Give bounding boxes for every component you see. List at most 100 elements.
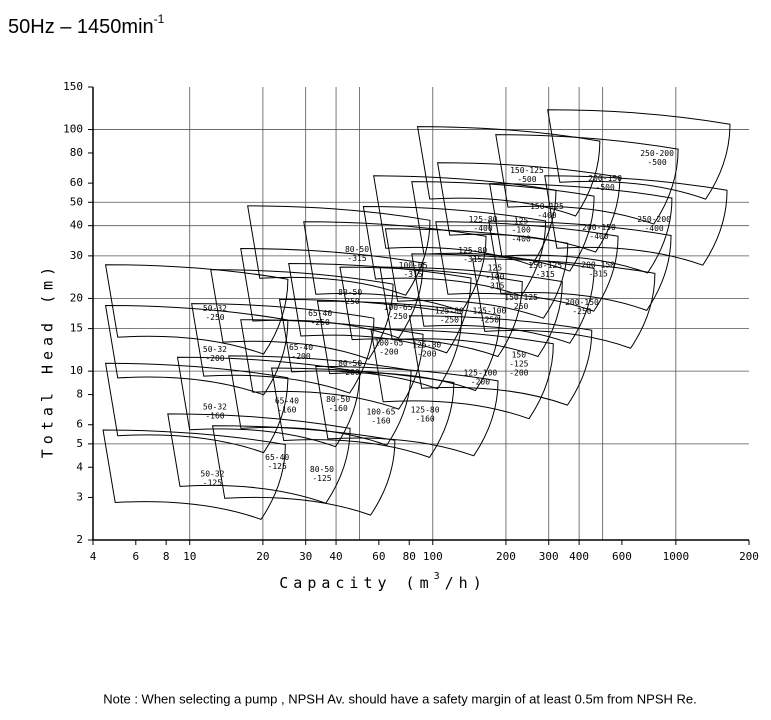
- pump-label: 125-100: [473, 306, 507, 315]
- pump-label: 50-32: [203, 403, 227, 412]
- pump-label: -100: [485, 273, 504, 282]
- pump-label: -200: [417, 349, 436, 358]
- pump-label: -200: [509, 369, 528, 378]
- x-tick-label: 10: [183, 550, 196, 563]
- x-tick-label: 200: [496, 550, 516, 563]
- y-tick-label: 10: [70, 364, 83, 377]
- pump-region: [228, 355, 412, 446]
- y-tick-label: 40: [70, 219, 83, 232]
- pump-regions: 50-32-12550-32-16050-32-20050-32-25065-4…: [102, 109, 731, 521]
- pump-region: [104, 304, 289, 396]
- pump-label: 80-50: [310, 465, 334, 474]
- pump-region: [495, 134, 679, 225]
- x-label-end: /h): [445, 574, 487, 592]
- pump-region: [370, 328, 554, 420]
- pump-label: 50-32: [203, 345, 227, 354]
- pump-region: [488, 220, 672, 311]
- pump-label: -200: [291, 352, 310, 361]
- pump-label: -315: [347, 254, 366, 263]
- pump-label: -500: [647, 158, 666, 167]
- pump-region: [303, 221, 487, 312]
- pump-label: -160: [277, 406, 296, 415]
- x-tick-label: 8: [163, 550, 170, 563]
- pump-region: [408, 315, 593, 406]
- plot-area: 4 6 8 10 20 30 40 60 80 100 200 300 400 600 1000 200 2 3 4…: [63, 80, 759, 563]
- y-tick-label: 2: [76, 533, 83, 546]
- pump-label: -160: [371, 416, 390, 425]
- x-tick-label: 1000: [663, 550, 690, 563]
- y-tick-label: 150: [63, 80, 83, 93]
- y-tick-label: 50: [70, 195, 83, 208]
- pump-label: -400: [473, 224, 492, 233]
- pump-label: 50-32: [200, 469, 224, 478]
- x-tick-label: 4: [90, 550, 97, 563]
- pump-label: 150: [512, 351, 527, 360]
- pump-label: 80-50: [326, 395, 350, 404]
- x-label-superscript: 3: [434, 571, 445, 582]
- pump-label: 125: [488, 264, 503, 273]
- pump-region: [315, 365, 499, 457]
- x-tick-label: 200: [739, 550, 759, 563]
- pump-label: -160: [205, 412, 224, 421]
- pump-region: [489, 183, 673, 274]
- pump-label: 100-65: [366, 407, 395, 416]
- pump-label: 125-80: [435, 306, 464, 315]
- y-tick-label: 5: [76, 437, 83, 450]
- pump-label: -250: [480, 315, 499, 324]
- pump-region: [102, 429, 286, 521]
- title-superscript: -1: [154, 12, 165, 26]
- pump-region: [176, 356, 361, 448]
- y-tick-label: 30: [70, 249, 83, 262]
- pump-label: 80-50: [338, 359, 362, 368]
- pump-label: 65-40: [265, 453, 289, 462]
- x-label: Capacity (m: [279, 574, 433, 592]
- pump-region: [167, 413, 351, 504]
- pump-label: -160: [415, 415, 434, 424]
- pump-label: -250: [440, 315, 459, 324]
- pump-region: [104, 362, 289, 454]
- pump-label: -200: [471, 378, 490, 387]
- pump-region: [437, 162, 621, 253]
- pump-label: 80-50: [338, 288, 362, 297]
- pump-region: [288, 263, 472, 354]
- pump-label: 100-65: [384, 303, 413, 312]
- pump-label: -400: [644, 224, 663, 233]
- footnote: Note : When selecting a pump , NPSH Av. …: [103, 691, 696, 706]
- pump-region: [416, 126, 601, 217]
- pump-label: -125: [268, 462, 287, 471]
- pump-label: -400: [537, 211, 556, 220]
- pump-label: -400: [512, 234, 531, 243]
- pump-region: [210, 269, 394, 360]
- title-text: 50Hz – 1450min: [8, 16, 154, 38]
- x-tick-label: 40: [329, 550, 342, 563]
- pump-region: [362, 206, 547, 297]
- pump-region: [411, 253, 595, 344]
- pump-label: -400: [589, 232, 608, 241]
- y-tick-label: 4: [76, 460, 83, 473]
- pump-region: [240, 248, 424, 339]
- y-tick-label: 100: [63, 123, 83, 136]
- pump-label: 150-125: [510, 166, 544, 175]
- pump-label: -315: [536, 270, 555, 279]
- y-tick-label: 8: [76, 388, 83, 401]
- chart-title: 50Hz – 1450min-1: [8, 12, 165, 38]
- pump-region: [411, 181, 595, 272]
- pump-label: -315: [589, 269, 608, 278]
- y-tick-label: 3: [76, 490, 83, 503]
- pump-label: 250-200: [640, 149, 674, 158]
- pump-region: [270, 367, 455, 459]
- pump-label: 125-80: [411, 406, 440, 415]
- pump-label: -125: [509, 360, 528, 369]
- pump-label: 65-40: [308, 309, 332, 318]
- pump-region: [379, 266, 563, 358]
- pump-label: -100: [512, 225, 531, 234]
- pump-label: -125: [312, 474, 331, 483]
- pump-label: 200-150: [565, 298, 599, 307]
- y-tick-label: 15: [70, 322, 83, 335]
- pump-label: 125-80: [458, 246, 487, 255]
- pump-label: 100-65: [374, 339, 403, 348]
- pump-region: [544, 175, 728, 266]
- pump-label: 125-80: [412, 340, 441, 349]
- x-tick-label: 6: [132, 550, 139, 563]
